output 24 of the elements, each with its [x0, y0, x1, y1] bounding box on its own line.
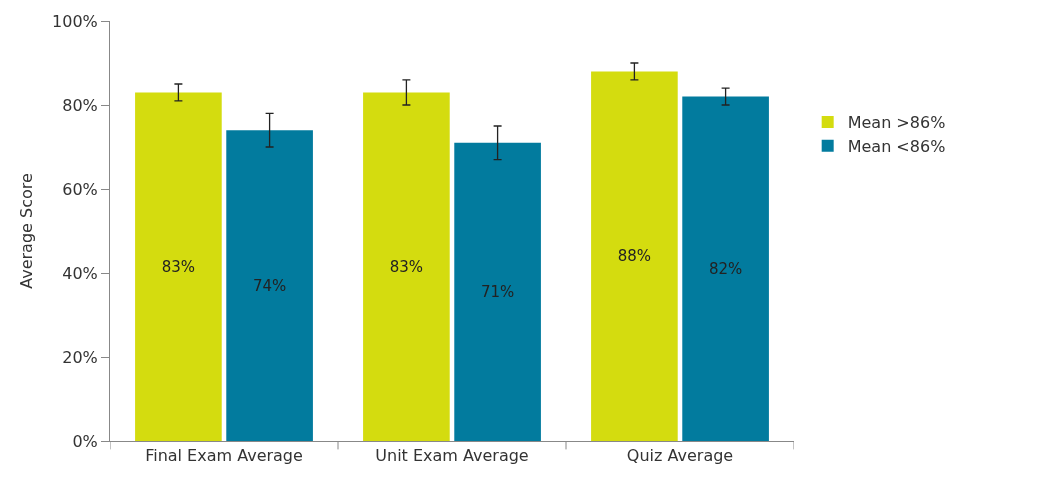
- y-tick-label: 20%: [62, 347, 98, 367]
- data-label: 83%: [161, 257, 196, 276]
- bar: [682, 96, 769, 441]
- data-label: 83%: [389, 257, 424, 276]
- y-tick-label: 100%: [52, 11, 98, 31]
- bar: [454, 142, 541, 441]
- x-tick-label: Unit Exam Average: [375, 446, 529, 466]
- bar: [363, 92, 450, 441]
- x-tick-label: Final Exam Average: [145, 446, 303, 466]
- x-tick-label: Quiz Average: [626, 446, 734, 466]
- legend-label: Mean >86%: [847, 113, 946, 133]
- bar: [226, 130, 313, 441]
- y-tick-label: 40%: [62, 263, 98, 283]
- bar: [591, 71, 678, 441]
- data-label: 74%: [252, 276, 287, 295]
- y-axis-title: Average Score: [16, 173, 36, 289]
- data-label: 71%: [480, 282, 515, 301]
- y-tick-label: 0%: [72, 431, 98, 451]
- bar: [135, 92, 222, 441]
- data-label: 88%: [617, 247, 652, 266]
- y-tick-label: 60%: [62, 179, 98, 199]
- y-tick-label: 80%: [62, 95, 98, 115]
- legend-label: Mean <86%: [847, 136, 946, 156]
- data-label: 82%: [708, 259, 743, 278]
